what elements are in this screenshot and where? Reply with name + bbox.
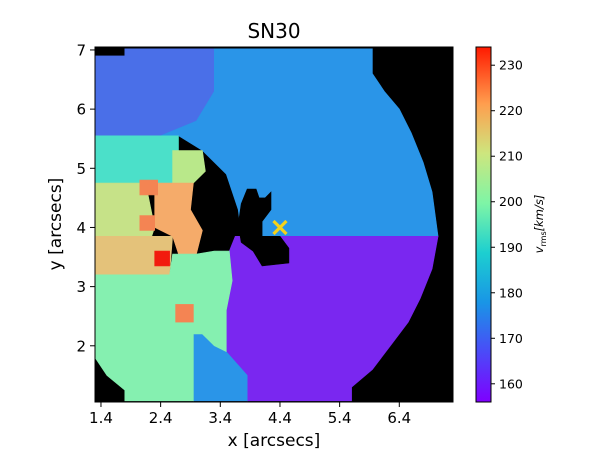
y-tick-label: 3 <box>76 278 86 296</box>
x-tick-label: 5.4 <box>328 409 352 427</box>
plot-frame <box>94 46 454 403</box>
colorbar-label: vrms[km/s] <box>532 195 548 254</box>
region-12 <box>139 215 155 231</box>
colorbar-tick-label: 180 <box>499 285 523 300</box>
region-4 <box>95 135 179 184</box>
region-5 <box>172 150 206 184</box>
x-axis-label: x [arcsecs] <box>228 431 321 451</box>
colorbar-tick-label: 220 <box>499 103 523 118</box>
svg-text:vrms[km/s]: vrms[km/s] <box>532 195 548 254</box>
y-axis: 2 3 4 5 6 7 <box>76 41 95 355</box>
marker-stroke-b <box>272 219 288 236</box>
y-tick-label: 4 <box>76 219 86 237</box>
region-10 <box>154 250 170 267</box>
colorbar-tick-label: 230 <box>499 58 523 73</box>
colorbar-label-unit: [km/s] <box>532 195 546 232</box>
y-tick-label: 6 <box>76 101 86 119</box>
center-marker <box>272 219 288 236</box>
region-11 <box>139 179 158 196</box>
x-tick-label: 3.4 <box>208 409 232 427</box>
colorbar-tick-label: 210 <box>499 149 523 164</box>
x-axis: 1.4 2.4 3.4 4.4 5.4 6.4 <box>89 402 411 427</box>
colorbar-tick-label: 170 <box>499 331 523 346</box>
region-9 <box>95 250 233 402</box>
y-tick-label: 2 <box>76 337 86 355</box>
x-tick-label: 2.4 <box>149 409 173 427</box>
x-tick-label: 1.4 <box>89 409 113 427</box>
x-tick-label: 6.4 <box>387 409 411 427</box>
colorbar-tick-label: 190 <box>499 240 523 255</box>
region-14 <box>237 188 290 267</box>
y-tick-label: 7 <box>76 41 86 59</box>
colorbar-tick-label: 200 <box>499 194 523 209</box>
colorbar-tick-label: 160 <box>499 376 523 391</box>
x-tick-label: 4.4 <box>268 409 292 427</box>
y-tick-label: 5 <box>76 160 86 178</box>
colorbar-ticks: 160 170 180 190 200 210 220 230 <box>491 58 523 391</box>
chart-title: SN30 <box>247 19 300 43</box>
region-13 <box>175 304 194 323</box>
colorbar-label-sub: rms <box>539 231 548 246</box>
colorbar <box>475 46 492 403</box>
y-axis-label: y [arcsecs] <box>46 178 66 271</box>
map-regions <box>95 48 439 402</box>
